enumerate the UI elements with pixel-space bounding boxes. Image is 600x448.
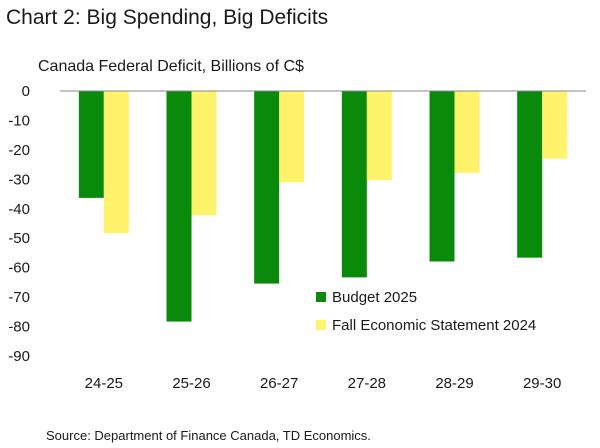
y-axis: 0 -10 -20 -30 -40 -50 -60 -70 -80 -90 — [8, 83, 30, 365]
y-tick-label: -80 — [8, 319, 30, 336]
bar-budget-2025-27-28 — [341, 91, 367, 278]
bar-fes-2024-27-28 — [366, 91, 392, 181]
bar-fes-2024-29-30 — [542, 91, 568, 159]
bar-fes-2024-24-25 — [103, 91, 129, 234]
x-tick-label: 27-28 — [348, 375, 386, 392]
bars-group — [60, 90, 586, 322]
x-axis: 24-25 25-26 26-27 27-28 28-29 29-30 — [85, 375, 562, 392]
legend-swatch-budget-2025 — [316, 292, 326, 302]
x-tick-label: 29-30 — [523, 375, 561, 392]
x-tick-label: 25-26 — [172, 375, 210, 392]
bar-budget-2025-29-30 — [517, 91, 543, 258]
x-tick-label: 28-29 — [435, 375, 473, 392]
bar-budget-2025-25-26 — [166, 91, 192, 322]
legend-label-budget-2025: Budget 2025 — [332, 289, 417, 306]
legend-label-fes-2024: Fall Economic Statement 2024 — [332, 317, 536, 334]
y-tick-label: -30 — [8, 171, 30, 188]
y-tick-label: -20 — [8, 142, 30, 159]
bar-fes-2024-25-26 — [191, 91, 217, 216]
y-tick-label: -60 — [8, 260, 30, 277]
y-tick-label: -50 — [8, 230, 30, 247]
x-tick-label: 24-25 — [85, 375, 123, 392]
source-note: Source: Department of Finance Canada, TD… — [46, 428, 371, 443]
y-tick-label: -40 — [8, 201, 30, 218]
y-tick-label: 0 — [22, 83, 30, 100]
bar-budget-2025-26-27 — [254, 91, 280, 284]
bar-budget-2025-24-25 — [78, 91, 104, 198]
bar-fes-2024-26-27 — [279, 91, 305, 183]
y-tick-label: -10 — [8, 112, 30, 129]
chart-title: Chart 2: Big Spending, Big Deficits — [6, 6, 329, 29]
y-tick-label: -70 — [8, 289, 30, 306]
bar-fes-2024-28-29 — [454, 91, 480, 173]
chart-subtitle: Canada Federal Deficit, Billions of C$ — [38, 58, 304, 75]
legend: Budget 2025 Fall Economic Statement 2024 — [316, 289, 536, 334]
x-tick-label: 26-27 — [260, 375, 298, 392]
legend-swatch-fes-2024 — [316, 320, 326, 330]
bar-budget-2025-28-29 — [429, 91, 455, 262]
y-tick-label: -90 — [8, 348, 30, 365]
